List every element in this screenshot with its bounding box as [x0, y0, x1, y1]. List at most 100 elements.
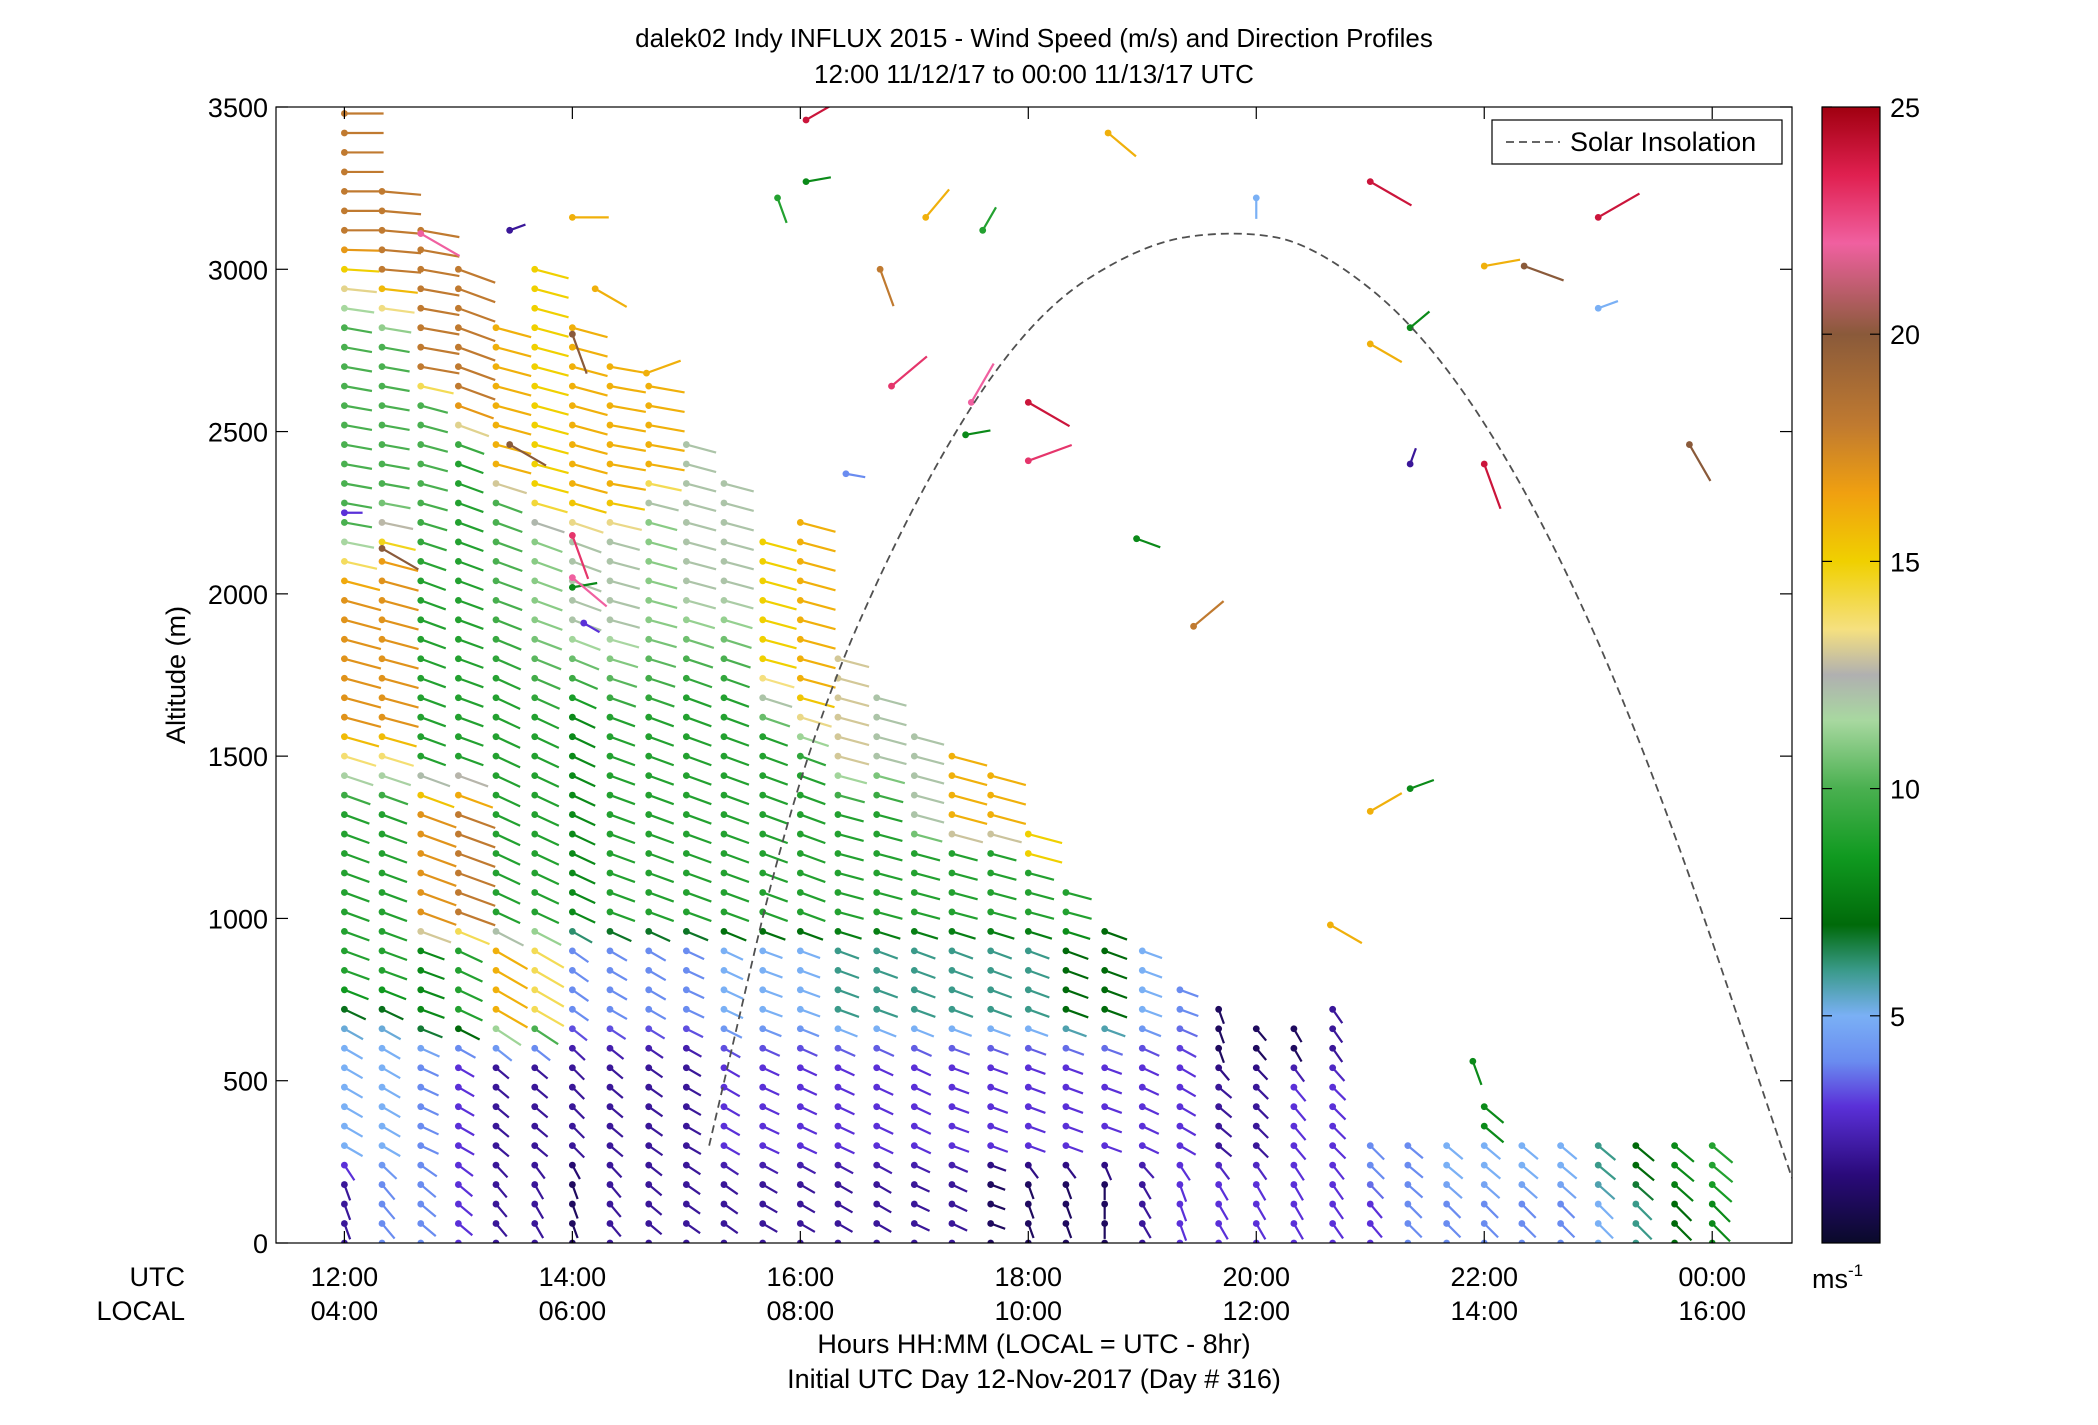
barb-shaft — [1483, 1125, 1505, 1144]
wind-barb — [606, 1044, 625, 1060]
barb-shaft — [344, 949, 370, 962]
barb-dot — [568, 752, 576, 760]
barb-dot — [1062, 1142, 1070, 1150]
barb-dot — [910, 752, 918, 760]
barb-dot — [987, 850, 995, 857]
barb-dot — [1594, 1220, 1602, 1227]
barb-dot — [1215, 1044, 1223, 1052]
wind-barb — [987, 1103, 1009, 1114]
barb-dot — [1138, 1161, 1146, 1169]
wind-barb — [645, 869, 675, 884]
barb-shaft — [723, 638, 752, 649]
barb-dot — [948, 1239, 956, 1243]
wind-barb — [1329, 1161, 1345, 1181]
wind-barb — [1062, 889, 1092, 901]
barb-dot — [417, 1103, 425, 1111]
barb-dot — [531, 499, 539, 507]
wind-barb — [378, 402, 410, 412]
barb-shaft — [990, 871, 1017, 881]
barb-dot — [417, 733, 425, 741]
wind-barb — [568, 928, 593, 944]
barb-shaft — [876, 852, 903, 862]
wind-barb — [378, 733, 417, 748]
wind-barb — [417, 966, 445, 981]
wind-barb — [682, 480, 717, 493]
barb-dot — [378, 1200, 386, 1208]
wind-barb — [417, 324, 460, 336]
barb-shaft — [381, 287, 418, 294]
barb-dot — [1329, 1044, 1337, 1052]
wind-barb — [682, 986, 705, 1000]
barb-dot — [720, 869, 728, 877]
barb-shaft — [800, 677, 836, 689]
barb-dot — [720, 791, 728, 799]
barb-shaft — [799, 755, 827, 767]
wind-barb — [1632, 1220, 1653, 1241]
barb-dot — [568, 947, 576, 955]
barb-dot — [987, 928, 995, 935]
barb-shaft — [876, 696, 907, 707]
barb-shaft — [1293, 1242, 1296, 1243]
colorbar-tick-label: 10 — [1890, 775, 1920, 805]
barb-shaft — [799, 774, 826, 786]
barb-shaft — [990, 794, 1027, 806]
barb-shaft — [495, 540, 523, 553]
barb-shaft — [837, 774, 868, 785]
barb-dot — [910, 850, 918, 857]
barb-dot — [873, 1239, 881, 1243]
barb-dot — [454, 713, 462, 721]
wind-barb — [645, 538, 678, 551]
barb-shaft — [723, 579, 754, 590]
barb-dot — [454, 694, 462, 702]
barb-shaft — [1471, 1060, 1483, 1086]
barb-dot — [531, 791, 539, 799]
barb-dot — [531, 1064, 539, 1072]
barb-dot — [531, 304, 539, 312]
wind-barb — [492, 1142, 510, 1158]
barb-dot — [454, 538, 462, 546]
barb-shaft — [344, 696, 382, 709]
barb-shaft — [686, 540, 717, 551]
barb-shaft — [609, 930, 632, 943]
barb-dot — [796, 713, 804, 721]
barb-shaft — [420, 696, 447, 708]
barb-dot — [378, 752, 386, 760]
wind-barb — [417, 460, 449, 473]
barb-dot — [492, 577, 500, 585]
barb-dot — [417, 246, 425, 254]
barb-dot — [802, 178, 810, 186]
wind-barb — [720, 889, 750, 903]
barb-dot — [682, 947, 690, 955]
barb-shaft — [723, 794, 750, 806]
wind-barb — [568, 1239, 576, 1243]
barb-dot — [910, 1044, 918, 1052]
wind-barb — [606, 869, 636, 884]
barb-shaft — [344, 618, 382, 631]
barb-dot — [1366, 340, 1374, 348]
barb-shaft — [1065, 930, 1091, 940]
barb-shaft — [1673, 1203, 1693, 1222]
barb-dot — [568, 363, 576, 371]
barb-shaft — [685, 774, 712, 786]
barb-shaft — [381, 618, 419, 631]
wind-barb — [873, 1025, 897, 1038]
barb-shaft — [1635, 1183, 1655, 1201]
barb-shaft — [420, 949, 445, 961]
barb-dot — [417, 869, 425, 877]
wind-barb — [987, 928, 1015, 940]
wind-barb — [378, 850, 408, 864]
wind-barb — [759, 558, 797, 572]
barb-shaft — [648, 813, 675, 825]
barb-dot — [720, 538, 728, 546]
wind-barb — [454, 1200, 474, 1217]
barb-shaft — [1523, 265, 1564, 282]
barb-dot — [492, 772, 500, 780]
barb-shaft — [648, 716, 675, 728]
wind-barb — [834, 928, 862, 940]
barb-dot — [796, 538, 804, 546]
barb-shaft — [723, 852, 750, 864]
wind-barb — [1138, 966, 1163, 979]
barb-dot — [492, 713, 500, 721]
wind-barb — [1024, 1025, 1049, 1037]
barb-shaft — [800, 540, 836, 553]
